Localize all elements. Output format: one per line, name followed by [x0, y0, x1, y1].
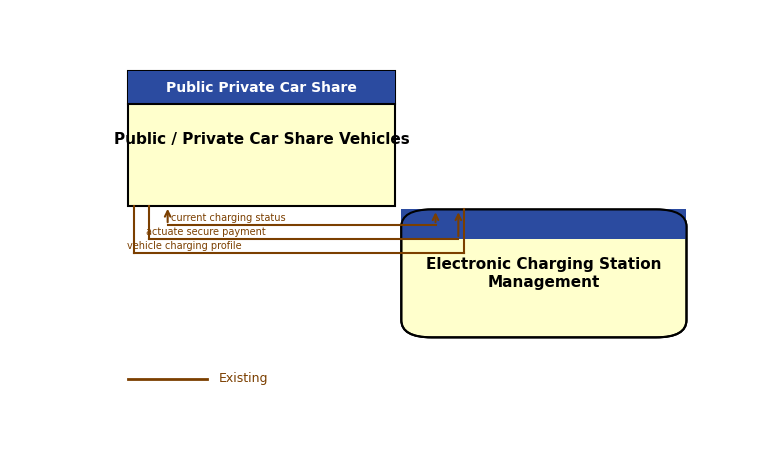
- Bar: [128, 71, 395, 104]
- Text: current charging status: current charging status: [171, 213, 285, 223]
- Text: Electronic Charging Station
Management: Electronic Charging Station Management: [426, 257, 662, 290]
- Text: vehicle charging profile: vehicle charging profile: [127, 241, 242, 251]
- FancyBboxPatch shape: [402, 209, 687, 337]
- Text: Public Private Car Share: Public Private Car Share: [166, 80, 357, 95]
- Text: actuate secure payment: actuate secure payment: [146, 228, 266, 238]
- Text: Existing: Existing: [219, 372, 269, 385]
- FancyBboxPatch shape: [402, 209, 687, 239]
- Bar: [402, 209, 687, 239]
- Text: Public / Private Car Share Vehicles: Public / Private Car Share Vehicles: [114, 132, 410, 147]
- Bar: [128, 71, 395, 206]
